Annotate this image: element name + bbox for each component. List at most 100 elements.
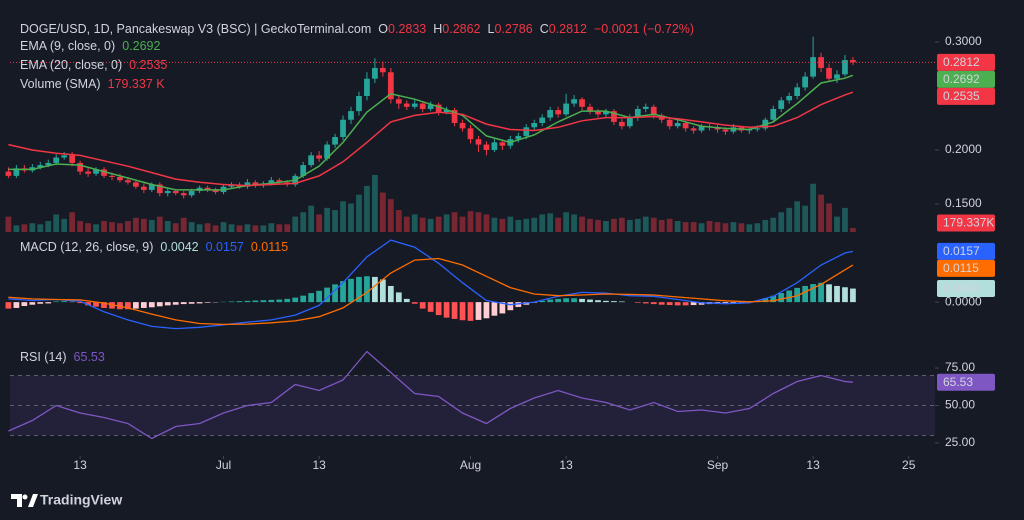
change-label: −0.0021 (−0.72%)	[593, 22, 695, 36]
volume-bar	[818, 194, 824, 232]
candle-body	[786, 96, 793, 101]
volume-bar	[284, 224, 291, 232]
volume-bar	[180, 217, 187, 232]
histogram-bar	[236, 301, 243, 303]
histogram-bar	[467, 302, 474, 321]
volume-bar	[427, 218, 434, 232]
histogram-bar	[372, 276, 378, 303]
volume-bar	[21, 224, 28, 232]
candle-body	[459, 122, 466, 129]
candle-body	[45, 162, 52, 166]
symbol-title: DOGE/USD, 1D, Pancakeswap V3 (BSC) | Gec…	[20, 22, 372, 36]
volume-legend: Volume (SMA) 179.337 K	[20, 76, 172, 92]
candle-body	[539, 117, 546, 123]
brand-logo	[11, 494, 38, 507]
histogram-bar	[101, 302, 107, 308]
candle-body	[109, 175, 115, 177]
ohlc-label: O	[378, 22, 389, 36]
volume-bar	[204, 223, 211, 232]
histogram-bar	[172, 302, 179, 305]
volume-bar	[850, 228, 856, 232]
histogram-bar	[451, 302, 458, 319]
volume-bar	[778, 212, 785, 232]
legend-name: MACD (12, 26, close, 9)	[20, 240, 154, 254]
rsi-line	[8, 350, 853, 440]
candle-body	[53, 157, 60, 163]
ohlc-value: 0.2862	[442, 22, 481, 36]
value-badge-label: 179.337K	[943, 216, 994, 230]
candle-body	[403, 103, 410, 107]
candle-body	[794, 87, 801, 96]
volume-bar	[491, 217, 498, 232]
histogram-bar	[228, 301, 235, 303]
candle-body	[818, 57, 824, 68]
histogram-bar	[140, 302, 147, 308]
volume-bar	[666, 218, 673, 232]
volume-bar	[292, 216, 299, 232]
macd-line	[8, 239, 854, 330]
candle-body	[140, 186, 147, 190]
histogram-bar	[21, 302, 28, 307]
candle-body	[276, 180, 283, 183]
histogram-bar	[61, 301, 68, 303]
volume-bar	[642, 216, 649, 232]
candle-body	[340, 119, 346, 138]
candle-body	[611, 111, 617, 122]
candle-body	[212, 189, 219, 193]
candle-body	[642, 106, 649, 109]
candle-body	[101, 169, 107, 176]
histogram-bar	[539, 300, 546, 303]
histogram-bar	[324, 287, 330, 303]
value-badge-label: 65.53	[943, 375, 973, 389]
volume-bar	[762, 219, 769, 232]
volume-bar	[794, 201, 801, 232]
ohlc-value: 0.2833	[388, 22, 427, 36]
volume-bar	[459, 216, 466, 232]
ema-line	[8, 74, 854, 191]
candle-body	[754, 128, 761, 130]
histogram-bar	[244, 300, 251, 303]
volume-bar	[411, 214, 418, 232]
candle-body	[204, 187, 211, 190]
histogram-bar	[204, 302, 211, 303]
histogram-bar	[722, 302, 729, 304]
volume-bar	[61, 218, 68, 232]
x-tick-label: Aug	[460, 458, 481, 472]
volume-bar	[252, 225, 259, 232]
histogram-bar	[499, 302, 506, 314]
candle-body	[252, 182, 259, 186]
histogram-bar	[156, 302, 163, 307]
volume-bar	[523, 218, 530, 232]
histogram-bar	[387, 285, 394, 303]
candle-body	[619, 121, 625, 127]
volume-bar	[164, 221, 171, 232]
value-badge	[937, 280, 995, 298]
volume-bar	[244, 224, 251, 232]
volume-bar	[587, 218, 593, 232]
candle-body	[587, 106, 593, 112]
histogram-bar	[45, 302, 52, 304]
histogram-bar	[252, 300, 259, 303]
candle-body	[125, 180, 131, 183]
histogram-bar	[395, 292, 402, 303]
volume-bar	[364, 185, 370, 232]
candle-body	[244, 182, 251, 187]
histogram-bar	[619, 301, 625, 303]
histogram-bar	[364, 276, 370, 303]
candle-body	[37, 165, 44, 168]
ohlc-value: 0.2812	[548, 22, 587, 36]
histogram-bar	[770, 295, 777, 303]
candle-body	[515, 135, 522, 140]
volume-bar	[499, 218, 506, 232]
ema-legend: EMA (20, close, 0) 0.2535	[20, 57, 174, 73]
legend-name: RSI (14)	[20, 350, 67, 364]
volume-bar	[507, 216, 514, 232]
value-badge-label: 0.2692	[943, 72, 980, 86]
volume-bar	[515, 219, 522, 232]
candle-body	[547, 110, 554, 118]
volume-bar	[555, 217, 562, 232]
candle-body	[531, 122, 538, 128]
volume-bar	[5, 216, 12, 232]
candle-body	[850, 60, 856, 63]
candle-body	[324, 144, 330, 159]
